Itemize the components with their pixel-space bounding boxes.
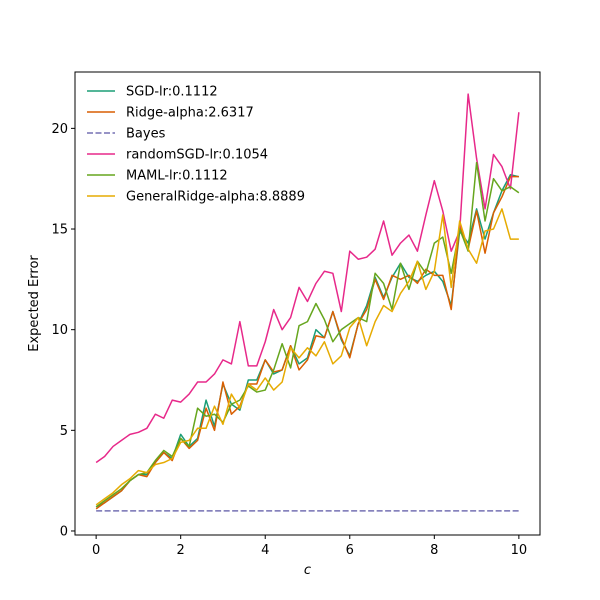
y-axis-label: Expected Error [27,255,42,352]
y-tick-label: 10 [51,323,68,338]
x-axis-label: c [304,563,311,578]
series-line-5 [95,161,520,508]
legend-label-4: randomSGD-lr:0.1054 [126,148,268,163]
x-tick-label: 0 [92,543,100,558]
legend: SGD-lr:0.1112 Ridge-alpha:2.6317 Bayes rand… [87,85,305,205]
legend-label-5: MAML-lr:0.1112 [126,169,228,184]
y-tick-label: 15 [51,223,68,238]
series-line-6 [95,208,519,506]
y-tick-label: 20 [51,122,68,137]
x-tick-label: 4 [261,543,269,558]
legend-label-6: GeneralRidge-alpha:8.8889 [126,190,305,205]
y-tick-label: 5 [60,424,68,439]
legend-label-2: Ridge-alpha:2.6317 [126,106,254,121]
x-tick-label: 10 [511,543,528,558]
series-layer [95,93,520,512]
y-tick-label: 0 [60,524,68,539]
ticks-layer: 0 2 4 6 8 10 0 5 10 15 20 [51,122,527,558]
legend-label-1: SGD-lr:0.1112 [126,85,218,100]
x-tick-label: 8 [430,543,438,558]
axes-frame [74,71,541,536]
series-line-4 [95,93,520,464]
x-tick-label: 2 [177,543,185,558]
series-line-2 [95,175,519,510]
x-tick-label: 6 [346,543,354,558]
legend-label-3: Bayes [126,127,166,142]
